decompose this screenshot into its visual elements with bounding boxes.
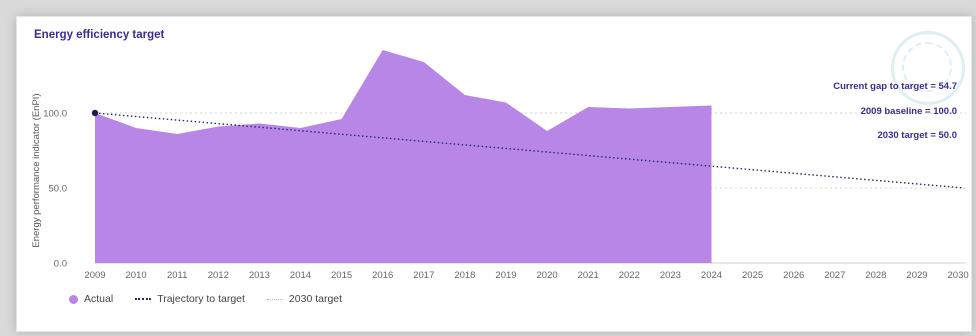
x-tick-label: 2025 xyxy=(742,270,763,281)
x-tick-label: 2023 xyxy=(660,270,681,281)
annotation-target: 2030 target = 50.0 xyxy=(878,130,957,141)
x-tick-label: 2030 xyxy=(948,270,969,281)
x-tick-label: 2011 xyxy=(167,270,187,281)
trajectory-line xyxy=(94,112,965,189)
x-tick-label: 2012 xyxy=(208,270,229,281)
legend-label-target: 2030 target xyxy=(288,293,343,305)
x-tick-label: 2026 xyxy=(783,270,804,281)
x-tick-label: 2009 xyxy=(84,270,105,281)
y-tick-label: 100.0 xyxy=(43,109,67,120)
energy-chart: 0.0 50.0 100.0 2009 2010 2011 2012 2013 2014 201… xyxy=(31,50,969,281)
annotation-baseline: 2009 baseline = 100.0 xyxy=(861,106,957,117)
legend-swatch-target xyxy=(266,298,283,300)
x-tick-label: 2014 xyxy=(290,270,311,281)
actual-series-area xyxy=(95,50,712,263)
annotation-gap: Current gap to target = 54.7 xyxy=(833,81,957,92)
legend-item-trajectory[interactable]: Trajectory to target xyxy=(135,293,245,305)
x-tick-label: 2019 xyxy=(495,270,516,281)
y-tick-label: 50.0 xyxy=(49,184,68,195)
actual-area xyxy=(95,50,712,263)
x-tick-label: 2020 xyxy=(537,270,558,281)
y-tick-label: 0.0 xyxy=(54,259,67,270)
x-tick-label: 2016 xyxy=(372,270,393,281)
legend-swatch-actual xyxy=(69,294,78,304)
x-tick-label: 2022 xyxy=(619,270,640,281)
legend-swatch-trajectory xyxy=(135,298,152,300)
x-tick-label: 2021 xyxy=(578,270,599,281)
x-axis-ticks: 2009 2010 2011 2012 2013 2014 2015 2016 2017 2018… xyxy=(84,270,968,281)
chart-legend: Actual Trajectory to target 2030 target xyxy=(69,293,364,305)
legend-item-actual[interactable]: Actual xyxy=(69,293,113,305)
legend-item-target[interactable]: 2030 target xyxy=(266,293,343,305)
y-axis-label: Energy performance indicator (EnPI) xyxy=(31,93,42,247)
x-tick-label: 2024 xyxy=(701,270,722,281)
legend-label-trajectory: Trajectory to target xyxy=(157,293,245,305)
y-axis-ticks: 0.0 50.0 100.0 xyxy=(43,109,67,270)
x-tick-label: 2018 xyxy=(454,270,475,281)
trajectory-layer xyxy=(91,109,965,189)
x-tick-label: 2015 xyxy=(331,270,352,281)
annotations: Current gap to target = 54.7 2009 baselin… xyxy=(833,81,957,141)
watermark-logo xyxy=(891,31,965,105)
chart-card: Energy efficiency target 0.0 50.0 100.0 20… xyxy=(16,16,972,332)
x-tick-label: 2028 xyxy=(865,270,886,281)
x-tick-label: 2013 xyxy=(249,270,270,281)
legend-label-actual: Actual xyxy=(84,293,114,305)
chart-title: Energy efficiency target xyxy=(34,29,165,41)
x-tick-label: 2029 xyxy=(906,270,927,281)
baseline-point xyxy=(91,109,99,117)
x-tick-label: 2027 xyxy=(824,270,845,281)
x-tick-label: 2017 xyxy=(413,270,434,281)
x-tick-label: 2010 xyxy=(126,270,147,281)
